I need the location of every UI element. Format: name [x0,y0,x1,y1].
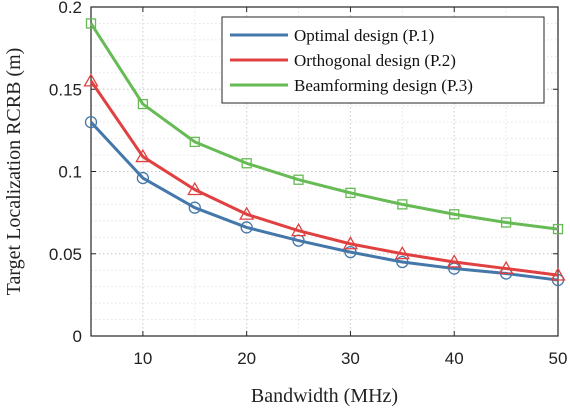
data-point [449,209,460,220]
data-point [290,222,307,237]
series-2 [83,73,566,281]
data-point [498,260,514,275]
legend-label: Beamforming design (P.3) [294,76,473,95]
data-point [187,181,203,196]
series-line [89,22,559,231]
data-point [83,73,99,87]
data-point [344,245,357,259]
y-tick-label: 0.2 [58,0,82,17]
data-point [342,236,359,250]
data-point [85,18,97,29]
legend-label: Optimal design (P.1) [294,26,434,45]
x-axis-title: Bandwidth (MHz) [251,385,398,407]
series-line [89,80,559,277]
series-line [89,121,559,282]
data-point [189,136,200,148]
y-tick-label: 0.15 [49,80,82,99]
data-point [345,187,356,199]
series-3 [85,18,564,235]
data-point [137,98,149,110]
data-point [84,116,98,129]
series-layer [83,18,566,287]
data-point [550,267,566,281]
legend-item: Orthogonal design (P.2) [230,51,456,70]
legend-label: Orthogonal design (P.2) [294,51,456,70]
data-point [239,206,255,220]
data-point [241,158,252,169]
data-point [135,148,151,163]
data-point [188,201,201,214]
x-tick-label: 30 [341,349,360,368]
tick-labels: 10 20 30 40 50 0 0.05 0.1 0.15 0.2 [49,0,568,368]
x-tick-label: 20 [237,349,256,368]
x-tick-label: 50 [549,349,568,368]
legend-item: Beamforming design (P.3) [230,76,473,95]
data-point [446,254,462,268]
series-1 [84,116,565,287]
data-point [240,221,253,234]
y-tick-label: 0.05 [49,245,82,264]
x-tick-label: 40 [445,349,464,368]
x-tick-label: 10 [133,349,152,368]
legend-item: Optimal design (P.1) [230,26,434,45]
y-tick-label: 0.1 [58,163,82,182]
plot-frame [90,6,559,337]
data-point [500,217,512,228]
data-point [136,171,150,185]
y-axis-title: Target Localization RCRB (m) [3,48,25,296]
data-point [396,255,409,269]
y-tick-label: 0 [73,327,82,346]
data-point [552,223,564,235]
data-point [397,199,408,210]
legend: Optimal design (P.1) Orthogonal design (P… [221,16,545,104]
data-point [394,245,410,260]
data-point [293,174,304,185]
